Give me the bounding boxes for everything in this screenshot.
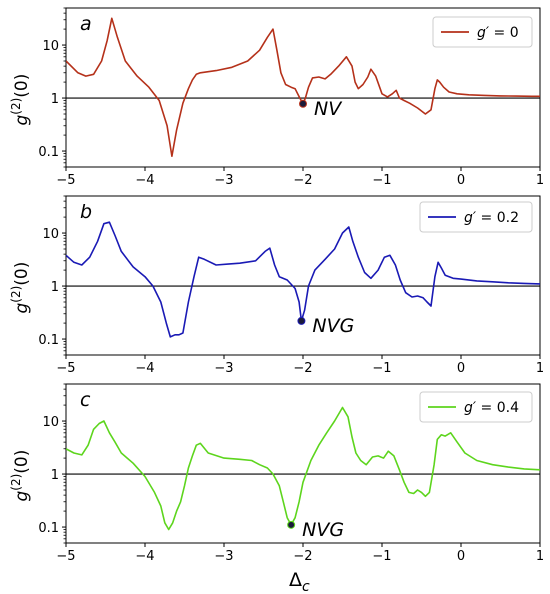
y-tick-label: 1 [51,280,59,295]
y-tick-label: 10 [42,39,59,54]
x-tick-label: 1 [536,549,544,564]
panel-a: −5 −4 −3 −2 −1 0 1 0.1 1 10 g(2)(0) NV a g′ = 0 [9,7,544,188]
x-tick-label: −4 [135,549,154,564]
y-tick-label: 1 [51,468,59,483]
panel-letter: a [80,13,92,35]
annotation-marker [299,99,307,108]
legend-label: g′ = 0 [477,25,519,41]
x-tick-label: −4 [135,173,154,188]
x-tick-label: −3 [214,173,233,188]
y-tick-label: 1 [51,92,59,107]
x-tick-label: −3 [214,361,233,376]
legend-box [419,391,533,423]
legend-label: g′ = 0.4 [464,400,519,416]
x-tick-label: 0 [457,549,465,564]
x-tick-label: −3 [214,549,233,564]
x-tick-label: −5 [56,173,75,188]
series-line-a [66,17,540,157]
panel-letter: c [80,389,91,411]
series-line-c [66,406,540,531]
x-tick-label: 0 [457,173,465,188]
legend: g′ = 0.2 [419,201,533,233]
y-axis-label: g(2)(0) [9,262,32,314]
y-tick-label: 0.1 [38,145,59,160]
x-tick-label: −1 [372,549,391,564]
annotation-marker [297,316,306,325]
panel-b: −5 −4 −3 −2 −1 0 1 0.1 1 10 g(2)(0) NVG b g′ = 0.2 [9,195,544,376]
x-tick-label: −4 [135,361,154,376]
x-tick-label: −5 [56,549,75,564]
x-tick-label: −2 [293,361,312,376]
y-axis-label: g(2)(0) [9,74,32,126]
panel-c: −5 −4 −3 −2 −1 0 1 0.1 1 10 g(2)(0) NVG c g′ = 0.4 Δc [9,383,544,594]
y-axis-label: g(2)(0) [9,450,32,502]
x-tick-label: 1 [536,173,544,188]
y-tick-label: 0.1 [38,521,59,536]
annotation-label: NV [314,98,343,120]
x-tick-label: 0 [457,361,465,376]
y-tick-label: 10 [42,415,59,430]
legend: g′ = 0.4 [419,391,533,423]
y-tick-label: 0.1 [38,333,59,348]
x-axis-label: Δc [289,569,310,594]
annotation-label: NVG [312,315,354,337]
legend-label: g′ = 0.2 [464,210,519,226]
x-tick-label: −1 [372,173,391,188]
annotation-label: NVG [302,519,344,541]
panel-letter: b [80,201,92,223]
x-tick-label: −5 [56,361,75,376]
y-tick-label: 10 [42,227,59,242]
x-tick-label: 1 [536,361,544,376]
legend-box [432,16,533,48]
annotation-marker [287,520,296,529]
x-tick-label: −2 [293,173,312,188]
x-tick-label: −1 [372,361,391,376]
legend-box [419,201,533,233]
legend: g′ = 0 [432,16,533,48]
x-tick-label: −2 [293,549,312,564]
